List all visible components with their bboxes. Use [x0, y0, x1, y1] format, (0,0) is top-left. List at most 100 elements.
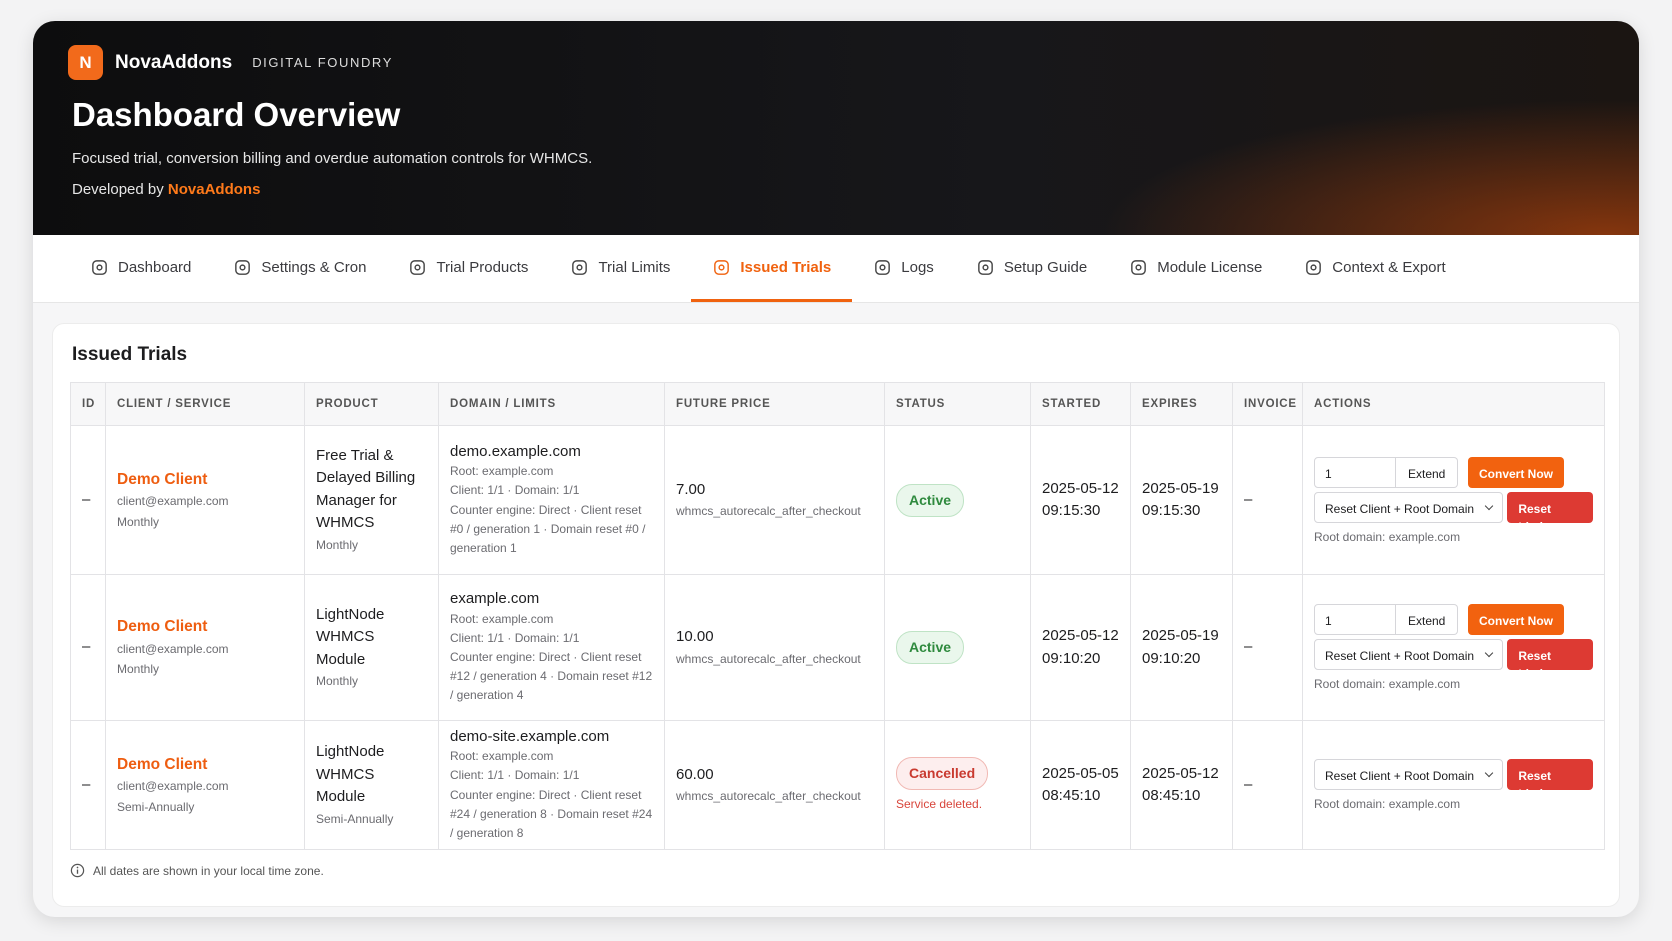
- product-cycle: Monthly: [316, 537, 359, 552]
- reset-scope-select[interactable]: Reset Client + Root Domain: [1314, 639, 1504, 671]
- id-cell: –: [70, 719, 106, 850]
- id-cell: –: [70, 425, 106, 575]
- app-card: N NovaAddons DIGITAL FOUNDRY Dashboard O…: [33, 21, 1639, 917]
- convert-button[interactable]: Convert Now: [1468, 604, 1565, 636]
- panel-title: Issued Trials: [72, 344, 188, 365]
- brand-row: N NovaAddons DIGITAL FOUNDRY: [68, 45, 1604, 80]
- client-email: client@example.com: [117, 641, 229, 656]
- domain-name: demo-site.example.com: [450, 728, 610, 745]
- status-note: Service deleted.: [896, 797, 983, 812]
- tab-label[interactable]: Trial Products: [436, 258, 529, 276]
- domain-detail: Counter engine: Direct · Client reset #1…: [450, 650, 653, 703]
- nav-tab[interactable]: Issued Trials: [691, 235, 853, 302]
- started-cell: 2025-05-12 09:10:20: [1030, 574, 1131, 721]
- reset-limit-button[interactable]: Reset Limit: [1507, 759, 1593, 801]
- domain-name: example.com: [450, 590, 540, 608]
- tab-label[interactable]: Module License: [1157, 258, 1263, 276]
- nav-tab[interactable]: Module License: [1108, 235, 1283, 302]
- tab-icon: [1131, 259, 1147, 275]
- footnote: All dates are shown in your local time z…: [70, 863, 1602, 878]
- tab-label[interactable]: Logs: [901, 258, 934, 276]
- nav-tab[interactable]: Trial Products: [387, 235, 549, 302]
- nav-tab[interactable]: Dashboard: [69, 235, 212, 302]
- product-name: LightNode WHMCS Module: [316, 743, 385, 806]
- client-email: client@example.com: [117, 494, 229, 509]
- future-price: 60.00: [676, 765, 714, 783]
- future-price: 7.00: [676, 480, 706, 498]
- nav-tab[interactable]: Context & Export: [1283, 235, 1466, 302]
- root-domain: Root domain: example.com: [1314, 529, 1461, 544]
- reset-scope-select[interactable]: Reset Client + Root Domain: [1314, 759, 1504, 791]
- price-cell: 60.00 whmcs_autorecalc_after_checkout: [664, 719, 885, 850]
- header: N NovaAddons DIGITAL FOUNDRY Dashboard O…: [33, 21, 1639, 235]
- header-row: ID CLIENT / SERVICE PRODUCT DOMAIN / LIMITS…: [70, 382, 1605, 426]
- extend-days-input[interactable]: 1: [1314, 456, 1396, 488]
- client-cell: Demo Client client@example.com Semi-Annual…: [105, 719, 305, 850]
- domain-name: demo.example.com: [450, 442, 581, 460]
- expires-cell: 2025-05-19 09:10:20: [1130, 574, 1233, 721]
- client-name[interactable]: Demo Client: [117, 470, 208, 488]
- status-cell: Active: [884, 574, 1031, 721]
- developer: NovaAddons: [167, 181, 261, 198]
- domain-detail: Counter engine: Direct · Client reset #2…: [450, 787, 653, 840]
- invoice-cell: –: [1232, 719, 1303, 850]
- product-cell: LightNode WHMCS Module Semi-Annually: [304, 719, 439, 850]
- column-header: CLIENT / SERVICE: [105, 382, 305, 426]
- reset-scope-select[interactable]: Reset Client + Root Domain: [1314, 491, 1504, 523]
- domain-detail: Counter engine: Direct · Client reset #0…: [450, 502, 646, 555]
- reset-limit-button[interactable]: Reset Limit: [1507, 491, 1593, 534]
- tab-icon: [572, 259, 588, 275]
- table-row: – Demo Client client@example.com Monthly Lig…: [70, 574, 1605, 721]
- reset-limit-button[interactable]: Reset Limit: [1507, 639, 1593, 681]
- product-name: Free Trial & Delayed Billing Manager for…: [316, 446, 416, 532]
- column-header: EXPIRES: [1130, 382, 1233, 426]
- started-cell: 2025-05-12 09:15:30: [1030, 425, 1131, 575]
- subtitle: Focused trial, conversion billing and ov…: [72, 150, 593, 167]
- future-price: 10.00: [676, 628, 714, 646]
- page-title: Dashboard Overview: [72, 96, 401, 133]
- product-cell: Free Trial & Delayed Billing Manager for…: [304, 425, 439, 575]
- billing-cycle: Monthly: [117, 662, 160, 677]
- expires-cell: 2025-05-19 09:15:30: [1130, 425, 1233, 575]
- column-header: STATUS: [884, 382, 1031, 426]
- extend-row: 1 Extend Convert Now: [1314, 604, 1593, 636]
- domain-detail: Client: 1/1 · Domain: 1/1: [450, 630, 580, 645]
- domain-detail: Client: 1/1 · Domain: 1/1: [450, 768, 580, 783]
- tab-label[interactable]: Settings & Cron: [261, 258, 367, 276]
- nav-tab[interactable]: Setup Guide: [955, 235, 1108, 302]
- started-cell: 2025-05-05 08:45:10: [1030, 719, 1131, 850]
- reset-row: Reset Client + Root Domain Reset Limit: [1314, 759, 1593, 801]
- client-name[interactable]: Demo Client: [117, 618, 208, 636]
- status-badge: Active: [896, 631, 965, 664]
- table-body: – Demo Client client@example.com Monthly Fre…: [70, 425, 1605, 850]
- tab-icon: [714, 259, 730, 275]
- client-cell: Demo Client client@example.com Monthly: [105, 425, 305, 575]
- domain-detail: Root: example.com: [450, 749, 554, 764]
- tab-label[interactable]: Trial Limits: [598, 258, 671, 276]
- actions-cell: 1 Extend Convert Now Reset Client + Root Do…: [1302, 574, 1605, 721]
- tab-bar: Dashboard Settings & Cron Trial Products Tr…: [33, 235, 1639, 303]
- client-cell: Demo Client client@example.com Monthly: [105, 574, 305, 721]
- extend-button[interactable]: Extend: [1396, 456, 1458, 488]
- table-row: – Demo Client client@example.com Monthly Fre…: [70, 425, 1605, 575]
- tab-icon: [92, 259, 107, 275]
- nav-tab[interactable]: Logs: [852, 235, 955, 302]
- tab-label[interactable]: Setup Guide: [1003, 258, 1088, 276]
- tab-icon: [235, 259, 251, 275]
- column-header: STARTED: [1030, 382, 1131, 426]
- product-name: LightNode WHMCS Module: [316, 605, 385, 668]
- actions-cell: 1 Extend Convert Now Reset Client + Root Do…: [1302, 425, 1605, 575]
- extend-button[interactable]: Extend: [1396, 604, 1458, 636]
- nav-tab[interactable]: Trial Limits: [549, 235, 691, 302]
- tab-label[interactable]: Context & Export: [1332, 258, 1446, 276]
- tab-label[interactable]: Dashboard: [118, 258, 192, 276]
- extend-days-input[interactable]: 1: [1314, 604, 1396, 636]
- nav-tab[interactable]: Settings & Cron: [212, 235, 387, 302]
- column-header: FUTURE PRICE: [664, 382, 885, 426]
- tab-label[interactable]: Issued Trials: [740, 258, 832, 276]
- client-name[interactable]: Demo Client: [117, 756, 208, 774]
- convert-button[interactable]: Convert Now: [1468, 456, 1565, 488]
- domain-cell: demo.example.com Root: example.com Client:…: [438, 425, 665, 575]
- brand: NovaAddons: [115, 51, 233, 73]
